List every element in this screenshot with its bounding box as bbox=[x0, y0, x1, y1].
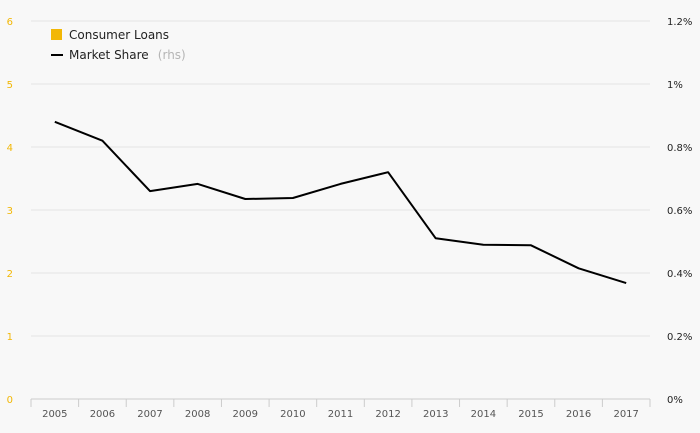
legend: Consumer Loans Market Share (rhs) bbox=[51, 28, 186, 63]
right-tick-label: 0.4% bbox=[667, 269, 692, 280]
left-tick-label: 2 bbox=[7, 269, 13, 280]
legend-market-share-label: Market Share bbox=[69, 48, 149, 62]
right-tick-label: 0% bbox=[667, 395, 683, 406]
left-axis-ticks: 0 1 2 3 4 5 6 bbox=[7, 17, 13, 406]
x-tick-label: 2008 bbox=[185, 409, 210, 420]
right-tick-label: 0.8% bbox=[667, 143, 692, 154]
left-tick-label: 4 bbox=[7, 143, 13, 154]
x-tick-label: 2014 bbox=[471, 409, 496, 420]
x-axis: 2005 2006 2007 2008 2009 2010 2011 2012 2013 2014… bbox=[30, 398, 651, 420]
x-tick-label: 2011 bbox=[328, 409, 353, 420]
legend-market-share-suffix: (rhs) bbox=[158, 48, 186, 62]
legend-market-share-text: Market Share (rhs) bbox=[69, 44, 186, 63]
x-tick-label: 2010 bbox=[280, 409, 305, 420]
right-tick-label: 0.6% bbox=[667, 206, 692, 217]
x-tick-label: 2009 bbox=[233, 409, 258, 420]
left-tick-label: 0 bbox=[7, 395, 13, 406]
legend-consumer-loans-label: Consumer Loans bbox=[69, 28, 169, 42]
series-layer bbox=[54, 120, 627, 285]
x-tick-label: 2007 bbox=[137, 409, 162, 420]
series-line-market-share bbox=[54, 120, 627, 285]
right-tick-label: 1% bbox=[667, 80, 683, 91]
legend-consumer-loans-swatch bbox=[51, 29, 62, 40]
x-tick-label: 2012 bbox=[375, 409, 400, 420]
x-tick-label: 2015 bbox=[518, 409, 543, 420]
x-tick-label: 2017 bbox=[613, 409, 638, 420]
right-tick-label: 1.2% bbox=[667, 17, 692, 28]
x-tick-label: 2016 bbox=[566, 409, 591, 420]
left-tick-label: 1 bbox=[7, 332, 13, 343]
right-tick-label: 0.2% bbox=[667, 332, 692, 343]
left-tick-label: 6 bbox=[7, 17, 13, 28]
x-tick-label: 2013 bbox=[423, 409, 448, 420]
left-tick-label: 3 bbox=[7, 206, 13, 217]
left-tick-label: 5 bbox=[7, 80, 13, 91]
grid-layer bbox=[31, 20, 650, 337]
right-axis-ticks: 0% 0.2% 0.4% 0.6% 0.8% 1% 1.2% bbox=[667, 17, 692, 406]
x-tick-label: 2006 bbox=[90, 409, 115, 420]
x-tick-label: 2005 bbox=[42, 409, 67, 420]
